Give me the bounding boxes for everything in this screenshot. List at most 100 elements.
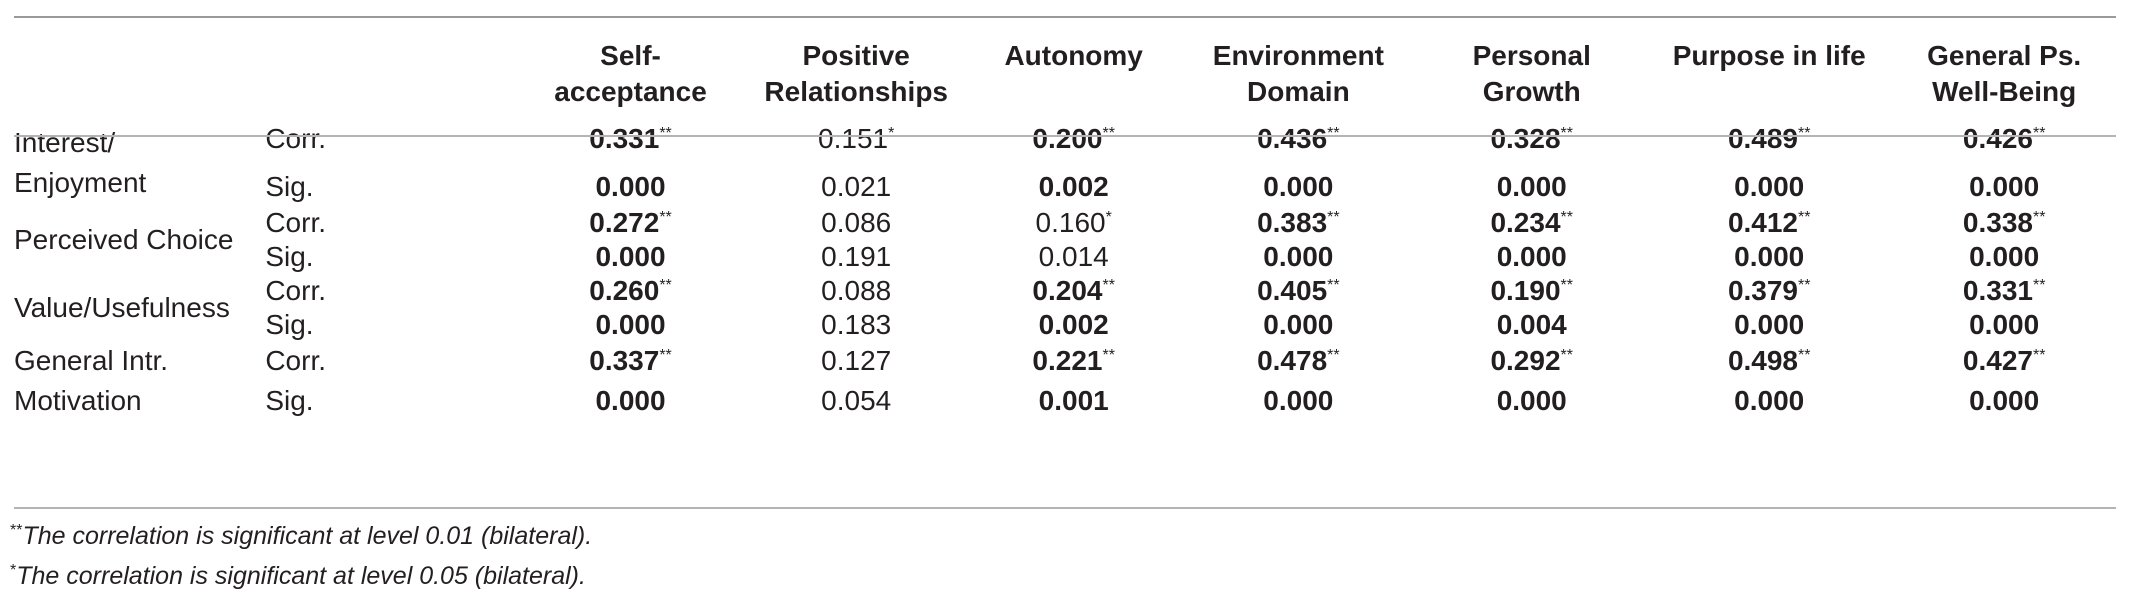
corr-label: Corr. xyxy=(265,345,327,376)
sig-value-cell: 0.000 xyxy=(1892,381,2116,421)
corr-value-cell: 0.127 xyxy=(744,341,968,381)
corr-value: 0.338 xyxy=(1962,206,2033,238)
sig-value: 0.054 xyxy=(821,385,892,416)
corr-value: 0.427 xyxy=(1962,345,2033,376)
sig-value-cell: 0.000 xyxy=(1646,381,1892,421)
corr-value: 0.160 xyxy=(1035,206,1106,238)
corr-label: Corr. xyxy=(265,123,327,154)
significance-mark: ** xyxy=(1102,277,1115,294)
corr-value: 0.234 xyxy=(1490,206,1561,238)
significance-mark: ** xyxy=(2032,208,2046,226)
significance-mark: ** xyxy=(1560,125,1573,142)
column-header-line: General Ps. xyxy=(1927,40,2082,71)
sig-value-cell: 0.000 xyxy=(1417,240,1646,274)
corr-value-cell: 0.328** xyxy=(1417,123,1646,169)
significance-mark: ** xyxy=(1798,125,1811,142)
corr-value: 0.190 xyxy=(1490,275,1561,306)
table-row-corr: General Intr. Motivation Corr. 0.337 ** 0.127… xyxy=(14,341,2116,416)
column-header-line: acceptance xyxy=(554,76,707,107)
row-variable-label: Value/Usefulness xyxy=(14,274,265,341)
corr-value: 0.086 xyxy=(821,206,892,238)
corr-value: 0.088 xyxy=(821,275,892,306)
sig-value-cell: 0.002 xyxy=(968,169,1179,205)
corr-value: 0.379 xyxy=(1727,275,1799,306)
column-header: Positive Relationships xyxy=(744,38,968,123)
sig-value: 0.014 xyxy=(1038,241,1109,272)
sig-value: 0.000 xyxy=(1734,308,1805,340)
sig-value-cell: 0.004 xyxy=(1417,308,1646,341)
corr-value-cell: 0.204** xyxy=(968,274,1179,308)
table-row-sig: Sig. 0.000 0.191 0.014 0.000 0.000 0.000 0.000 xyxy=(14,240,2116,274)
sig-value: 0.002 xyxy=(1038,171,1109,202)
significance-mark: ** xyxy=(2032,277,2046,294)
footnote-1: **The correlation is significant at leve… xyxy=(10,522,592,551)
corr-value: 0.260 xyxy=(589,275,660,306)
corr-value: 0.272 xyxy=(589,206,660,238)
header-blank-stat xyxy=(265,38,516,123)
corr-value: 0.405 xyxy=(1257,275,1328,306)
sig-value-cell: 0.014 xyxy=(968,240,1179,274)
sig-value-cell: 0.000 xyxy=(1892,169,2116,205)
sig-value-cell: 0.002 xyxy=(968,308,1179,341)
corr-value-cell: 0.338** xyxy=(1892,205,2116,240)
corr-value: 0.292 xyxy=(1490,345,1561,376)
corr-value-cell: 0.160* xyxy=(968,205,1179,240)
column-header: Self-acceptance xyxy=(517,38,745,123)
sig-value: 0.000 xyxy=(1969,241,2040,272)
corr-value-cell: 0.260** xyxy=(517,274,745,308)
footnote-1-mark: ** xyxy=(10,522,23,539)
sig-value: 0.000 xyxy=(1263,385,1334,416)
corr-value-cell: 0.088 xyxy=(744,274,968,308)
significance-mark: ** xyxy=(1560,208,1573,226)
sig-value-cell: 0.000 xyxy=(1179,240,1417,274)
sig-value: 0.000 xyxy=(1263,241,1334,272)
column-header-line: Domain xyxy=(1247,76,1350,107)
corr-value-cell: 0.331** xyxy=(1892,274,2116,308)
sig-value: 0.000 xyxy=(1496,241,1567,272)
significance-mark: ** xyxy=(659,125,672,142)
column-header: Autonomy xyxy=(968,38,1179,123)
table-row-corr: Interest/Enjoyment Corr. 0.331** 0.151* 0.20… xyxy=(14,123,2116,198)
significance-mark: ** xyxy=(2032,347,2046,364)
sig-value: 0.191 xyxy=(821,241,892,272)
sig-value-cell: 0.000 xyxy=(517,381,745,421)
row-variable-line: General Intr. xyxy=(14,345,169,376)
corr-value-cell: 0.436** xyxy=(1179,123,1417,169)
sig-value-cell: 0.000 xyxy=(1179,169,1417,205)
significance-mark: ** xyxy=(1102,347,1115,364)
column-header-line: Positive xyxy=(802,40,910,71)
row-variable-line: Enjoyment xyxy=(14,167,147,198)
significance-mark: ** xyxy=(1327,208,1340,226)
corr-value-cell: 0.234** xyxy=(1417,205,1646,240)
row-variable-line: Motivation xyxy=(14,385,142,416)
corr-value-cell: 0.405** xyxy=(1179,274,1417,308)
table-row-corr: Value/Usefulness Corr. 0.260** 0.088 0.204**… xyxy=(14,274,2116,323)
corr-value: 0.489 xyxy=(1727,123,1799,154)
sig-value-cell: 0.000 xyxy=(1892,240,2116,274)
corr-value: 0.498 xyxy=(1727,345,1799,376)
column-header: Environment Domain xyxy=(1179,38,1417,123)
significance-mark: ** xyxy=(1798,208,1811,226)
significance-mark: ** xyxy=(1560,277,1573,294)
sig-label: Sig. xyxy=(265,308,314,340)
sig-value-cell: 0.000 xyxy=(1646,308,1892,341)
significance-mark: ** xyxy=(659,208,672,226)
sig-value-cell: 0.000 xyxy=(1417,169,1646,205)
corr-value-cell: 0.221** xyxy=(968,341,1179,381)
column-header-line: Environment xyxy=(1212,40,1384,71)
significance-mark: ** xyxy=(1798,347,1811,364)
row-variable-line: Interest/ xyxy=(14,127,116,158)
row-variable-label: Interest/Enjoyment xyxy=(14,123,265,205)
corr-value-cell: 0.383** xyxy=(1179,205,1417,240)
corr-value: 0.412 xyxy=(1727,206,1799,238)
column-header: General Ps. Well-Being xyxy=(1892,38,2116,123)
top-rule xyxy=(14,16,2116,18)
column-header-line: Autonomy xyxy=(1004,40,1143,71)
corr-value: 0.204 xyxy=(1032,275,1103,306)
significance-mark: ** xyxy=(1327,125,1340,142)
significance-mark: * xyxy=(1105,208,1112,226)
sig-value-cell: 0.000 xyxy=(1417,381,1646,421)
corr-value-cell: 0.292** xyxy=(1417,341,1646,381)
corr-value: 0.337 xyxy=(589,345,660,376)
sig-value-cell: 0.000 xyxy=(517,169,745,205)
